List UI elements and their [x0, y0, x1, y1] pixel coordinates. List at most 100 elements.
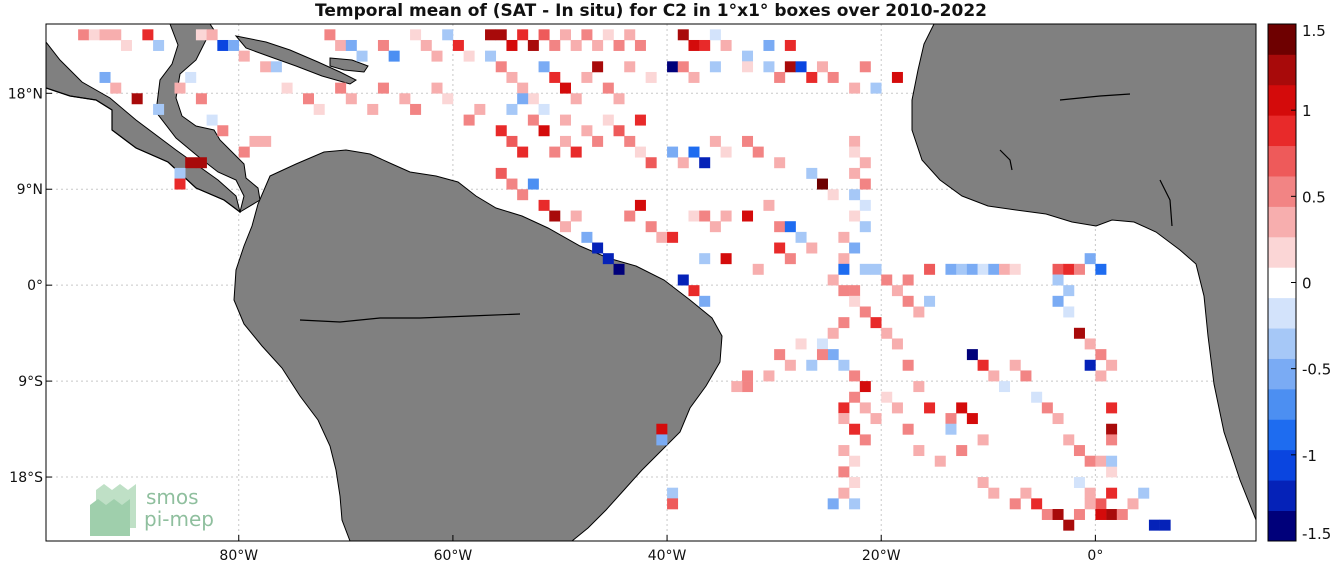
data-cell — [795, 231, 807, 243]
data-cell — [977, 263, 989, 275]
colorbar-ticks: 1.5 1 0.5 0 -0.5 -1 -1.5 — [1291, 22, 1331, 543]
data-cell — [517, 82, 529, 94]
data-cell — [634, 146, 646, 158]
data-cell — [1084, 487, 1096, 499]
data-cell — [345, 93, 357, 105]
data-cell — [859, 381, 871, 393]
data-cell — [752, 146, 764, 158]
x-tick-label: 20°W — [862, 548, 901, 564]
data-cell — [463, 114, 475, 126]
data-cell — [1084, 498, 1096, 510]
data-cell — [849, 210, 861, 222]
data-cell — [613, 263, 625, 275]
data-cell — [442, 29, 454, 41]
cuba-island — [234, 35, 357, 85]
data-cell — [816, 349, 828, 361]
data-cell — [956, 402, 968, 414]
data-cell — [345, 39, 357, 51]
data-cell — [827, 71, 839, 83]
data-cell — [559, 221, 571, 233]
data-cell — [1106, 423, 1118, 435]
data-cell — [559, 29, 571, 41]
x-tick-label: 60°W — [434, 548, 473, 564]
y-tick-label: 9°S — [18, 374, 43, 390]
data-cell — [602, 253, 614, 265]
data-cell — [1063, 263, 1075, 275]
data-cell — [356, 50, 368, 62]
data-cell — [838, 402, 850, 414]
data-cell — [709, 221, 721, 233]
longitude-ticks: 80°W 60°W 40°W 20°W 0° — [219, 535, 1103, 564]
data-cell — [99, 29, 111, 41]
data-cell — [677, 29, 689, 41]
data-cell — [859, 306, 871, 318]
data-cell — [142, 29, 154, 41]
data-cell — [592, 39, 604, 51]
data-cell — [506, 39, 518, 51]
data-cell — [742, 61, 754, 73]
data-cell — [1095, 349, 1107, 361]
data-cell — [517, 146, 529, 158]
data-cell — [1063, 519, 1075, 531]
data-cell — [517, 93, 529, 105]
data-cell — [752, 263, 764, 275]
colorbar-swatch — [1268, 24, 1296, 55]
data-cell — [838, 317, 850, 329]
data-cell — [1020, 487, 1032, 499]
data-cell — [902, 423, 914, 435]
data-cell — [174, 82, 186, 94]
data-cell — [474, 103, 486, 115]
data-cell — [495, 167, 507, 179]
data-cell — [699, 39, 711, 51]
data-cell — [827, 349, 839, 361]
data-cell — [570, 146, 582, 158]
y-tick-label: 0° — [27, 278, 43, 294]
data-cell — [1084, 253, 1096, 265]
data-cell — [1073, 327, 1085, 339]
data-cell — [902, 295, 914, 307]
data-cell — [827, 498, 839, 510]
data-cell — [849, 135, 861, 147]
data-cell — [1106, 455, 1118, 467]
data-cell — [206, 114, 218, 126]
data-cell — [624, 29, 636, 41]
data-cell — [806, 167, 818, 179]
data-cell — [742, 135, 754, 147]
data-cell — [559, 114, 571, 126]
data-cell — [367, 103, 379, 115]
data-cell — [667, 487, 679, 499]
data-cell — [420, 39, 432, 51]
data-cell — [185, 157, 197, 169]
data-cell — [527, 93, 539, 105]
data-cell — [784, 253, 796, 265]
data-cell — [260, 135, 272, 147]
data-cell — [602, 114, 614, 126]
data-cell — [1009, 498, 1021, 510]
colorbar-tick-label: 1.5 — [1302, 22, 1326, 40]
data-cell — [677, 61, 689, 73]
data-cell — [699, 295, 711, 307]
data-cell — [784, 359, 796, 371]
data-cell — [988, 370, 1000, 382]
data-cell — [849, 167, 861, 179]
data-cell — [602, 82, 614, 94]
data-cell — [699, 157, 711, 169]
data-cell — [838, 487, 850, 499]
data-cell — [195, 93, 207, 105]
data-cell — [806, 71, 818, 83]
data-cell — [859, 221, 871, 233]
data-cell — [517, 189, 529, 201]
data-cell — [495, 125, 507, 137]
data-cell — [452, 39, 464, 51]
data-cell — [1031, 391, 1043, 403]
data-cell — [688, 146, 700, 158]
data-cell — [806, 359, 818, 371]
data-cell — [1106, 509, 1118, 520]
data-cell — [677, 157, 689, 169]
colorbar-swatch — [1268, 145, 1296, 177]
colorbar-swatch — [1268, 358, 1296, 390]
data-cell — [742, 381, 754, 393]
africa — [911, 24, 1256, 521]
data-cell — [731, 381, 743, 393]
data-cell — [838, 359, 850, 371]
